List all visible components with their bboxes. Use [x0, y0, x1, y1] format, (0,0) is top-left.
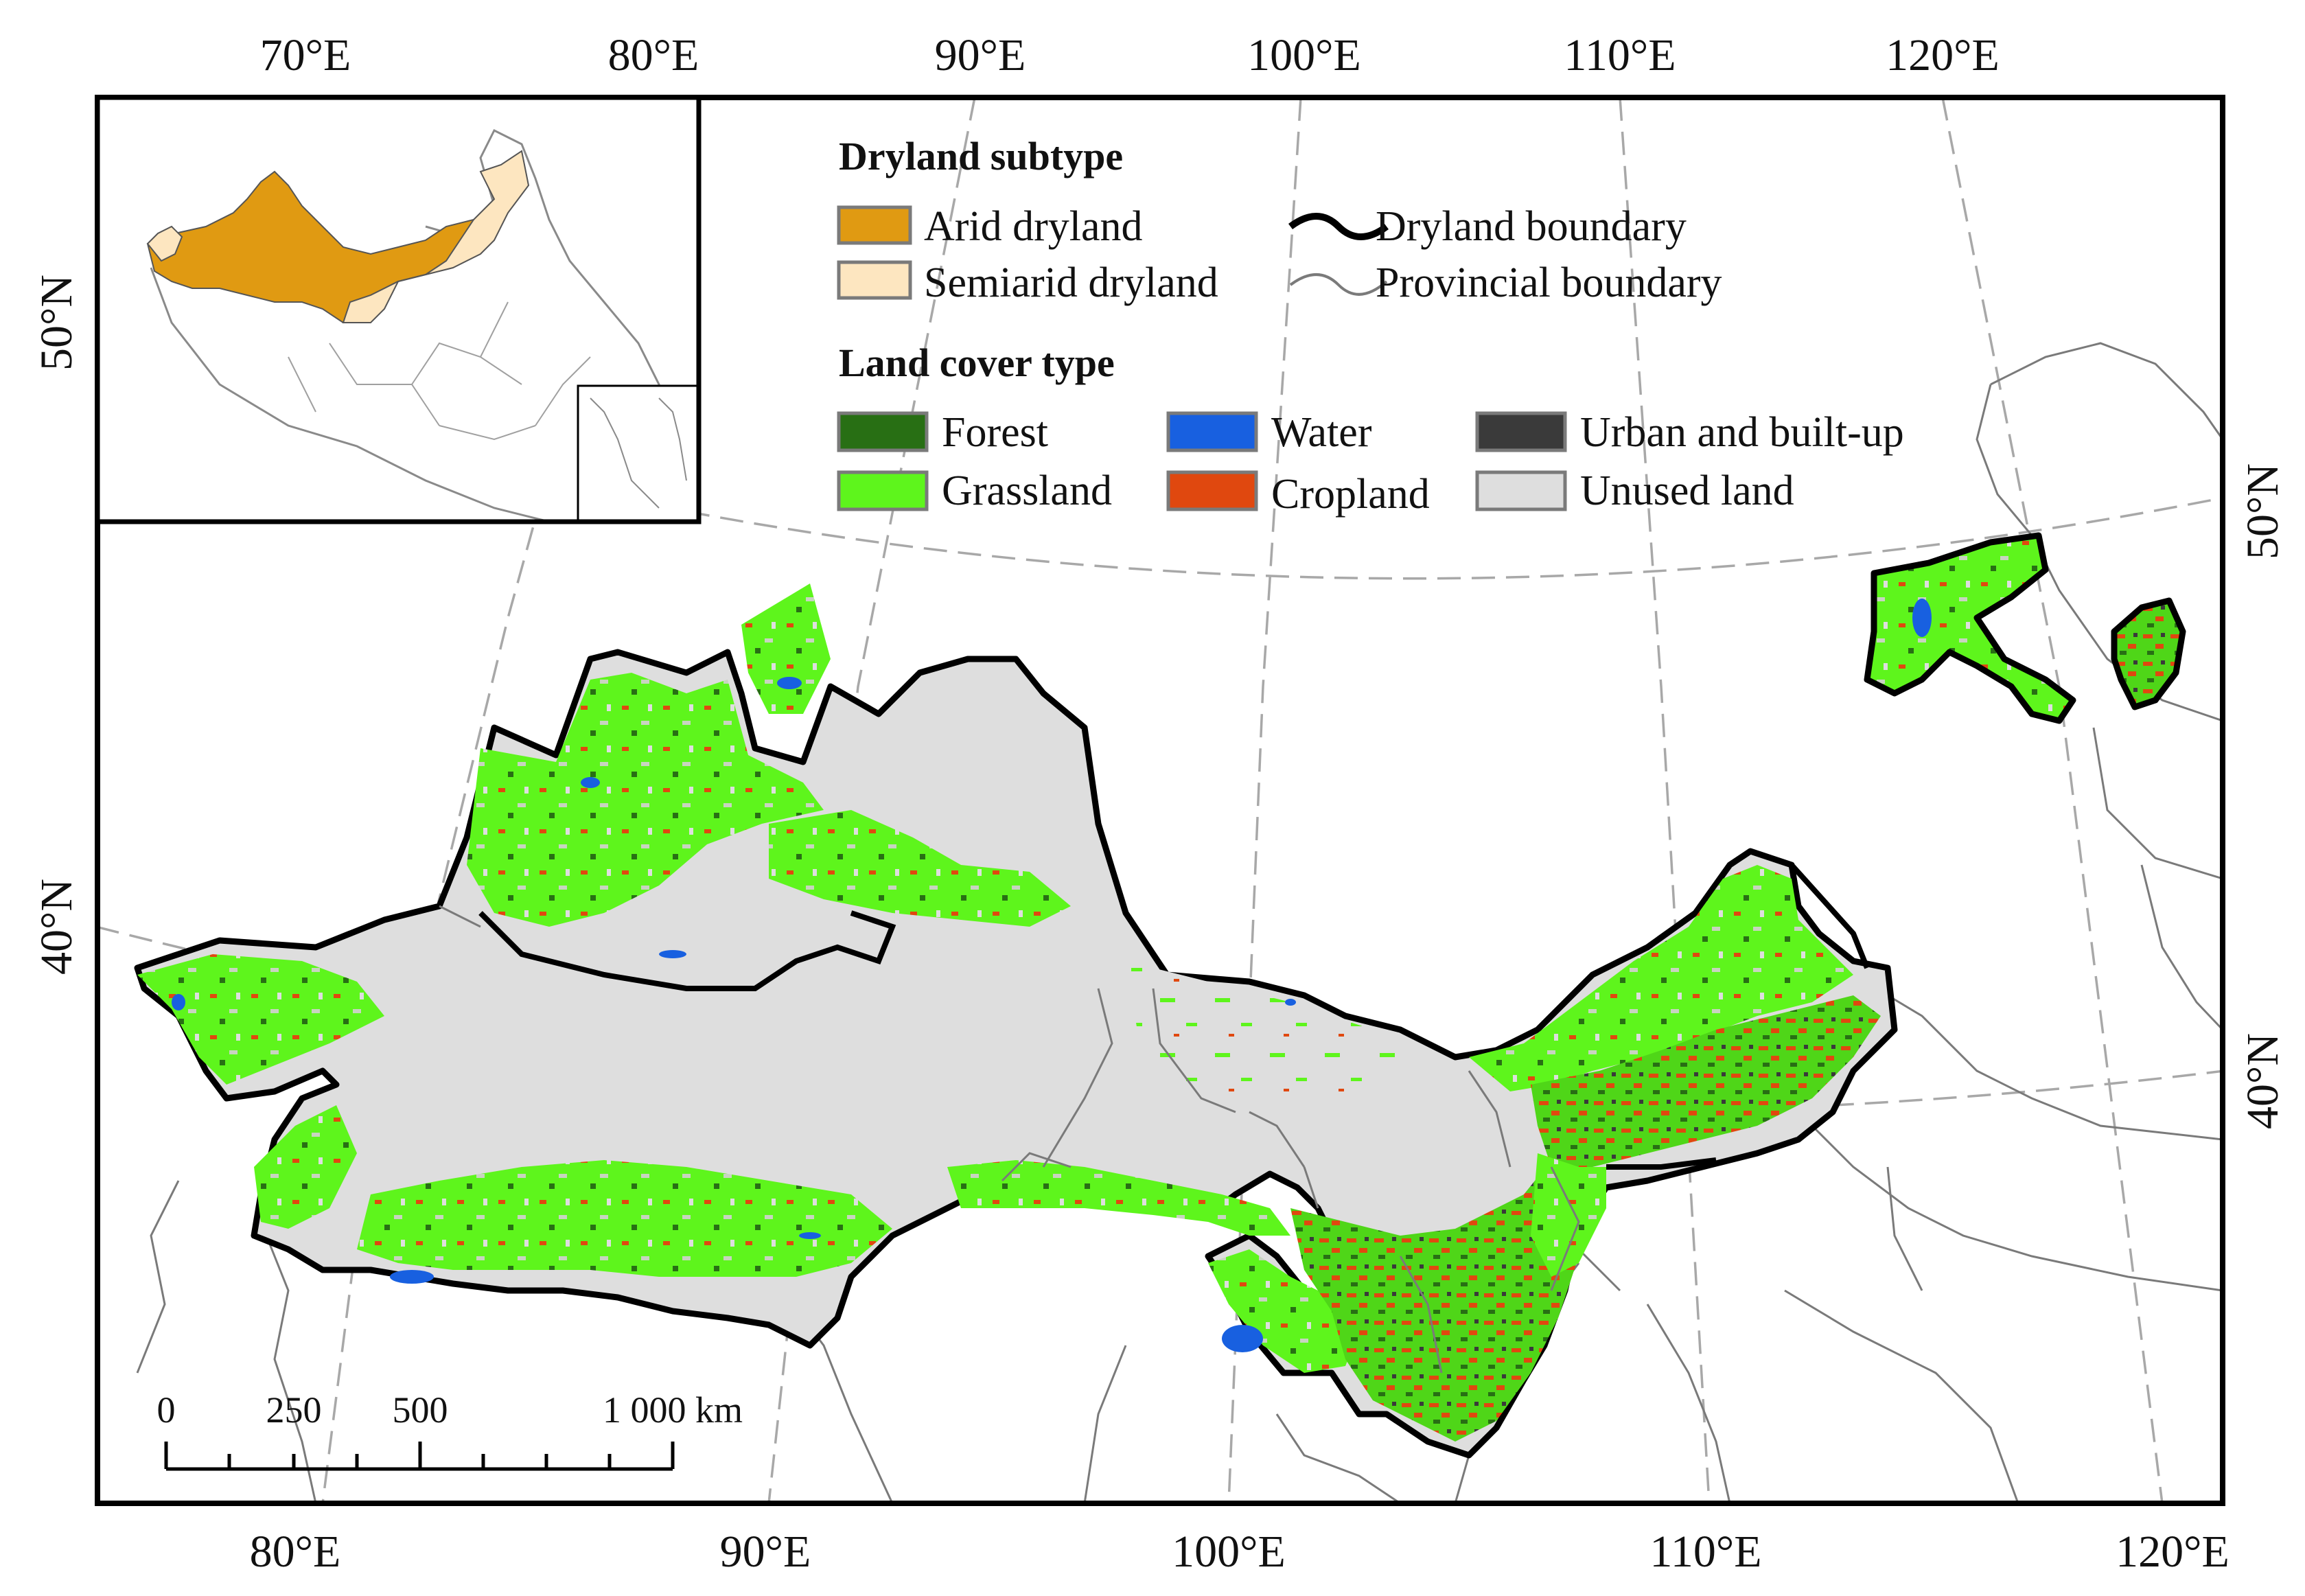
legend-arid-swatch: [837, 205, 912, 245]
dryland-east-lobe: [2111, 597, 2186, 710]
legend-arid-label: Arid dryland: [924, 203, 1143, 250]
left-tick-40n: 40°N: [32, 879, 82, 975]
legend-unused-label: Unused land: [1580, 467, 1794, 514]
dryland-internal-boundaries: [478, 863, 1870, 1170]
grassland-qilian: [947, 1160, 1290, 1236]
grassland-north-xinjiang: [467, 673, 824, 927]
bottom-tick-90: 90°E: [720, 1527, 811, 1577]
legend-landcover-title: Land cover type: [839, 340, 1115, 385]
legend-urban-label: Urban and built-up: [1580, 409, 1904, 456]
legend-dryland-boundary-label: Dryland boundary: [1376, 203, 1687, 250]
top-tick-labels: 70°E 80°E 90°E 100°E 110°E 120°E: [260, 30, 2000, 80]
legend-provincial-boundary-line: [1289, 273, 1388, 296]
map-frame: [95, 95, 2225, 1506]
top-tick-120: 120°E: [1886, 30, 2000, 80]
bottom-tick-110: 110°E: [1649, 1527, 1761, 1577]
bottom-tick-80: 80°E: [250, 1527, 341, 1577]
grassland-kashgar: [137, 954, 384, 1085]
top-tick-100: 100°E: [1247, 30, 1361, 80]
scale-label-250: 250: [266, 1389, 322, 1431]
grassland-ordos: [1531, 1153, 1606, 1277]
legend-cropland-label: Cropland: [1271, 471, 1430, 518]
water-bodies: [172, 677, 1296, 1352]
bottom-tick-labels: 80°E 90°E 100°E 110°E 120°E: [250, 1527, 2229, 1577]
legend-grassland-label: Grassland: [942, 467, 1112, 514]
legend-semiarid-label: Semiarid dryland: [924, 259, 1218, 306]
legend-forest-swatch: [837, 411, 929, 452]
grassland-loess: [1290, 1160, 1606, 1442]
grassland-west-kunlun: [254, 1105, 357, 1229]
grassland-kunlun: [357, 1160, 892, 1277]
left-tick-labels: 50°N 40°N: [32, 275, 82, 975]
scale-label-1000: 1 000 km: [603, 1389, 743, 1431]
surrounding-provinces: [136, 342, 2223, 1503]
right-tick-labels: 50°N 40°N: [2238, 463, 2288, 1129]
inset-map: [95, 95, 702, 524]
lake-hulun: [1912, 599, 1932, 637]
cropland-hetao: [1531, 995, 1881, 1167]
legend-water-label: Water: [1271, 409, 1372, 456]
legend-grassland-swatch: [837, 470, 929, 511]
inset-semiarid-west: [146, 225, 183, 262]
scale-label-500: 500: [393, 1389, 448, 1431]
top-tick-110: 110°E: [1564, 30, 1676, 80]
scale-bar: 0 250 500 1 000 km: [157, 1389, 743, 1471]
legend-urban-swatch: [1475, 411, 1567, 452]
bottom-tick-100: 100°E: [1172, 1527, 1286, 1577]
top-tick-90: 90°E: [935, 30, 1026, 80]
grassland-qinghai: [1208, 1249, 1359, 1373]
grassland-altai: [741, 583, 831, 714]
legend-dryland-boundary-line: [1288, 213, 1389, 240]
dryland-northeast-lobe: [1864, 532, 2076, 724]
top-tick-70: 70°E: [260, 30, 351, 80]
scale-label-0: 0: [157, 1389, 176, 1431]
legend-unused-swatch: [1475, 470, 1567, 511]
right-tick-50n: 50°N: [2238, 463, 2288, 559]
inset-south-sea-box: [577, 384, 699, 522]
greyland-alxa-strip: [1126, 961, 1428, 1098]
legend-forest-label: Forest: [942, 409, 1048, 456]
scale-bar-line: [164, 1442, 675, 1471]
legend-water-swatch: [1166, 411, 1258, 452]
right-tick-40n: 40°N: [2238, 1033, 2288, 1129]
inset-china-outline: [150, 128, 674, 522]
grassland-tianshan-east: [769, 810, 1071, 927]
inset-interior-lines: [288, 301, 591, 441]
bottom-tick-120: 120°E: [2116, 1527, 2229, 1577]
left-tick-50n: 50°N: [32, 275, 82, 371]
legend-semiarid-swatch: [837, 260, 912, 300]
legend-cropland-swatch: [1166, 470, 1258, 511]
grassland-inner-mongolia: [1469, 865, 1853, 1091]
legend-provincial-boundary-label: Provincial boundary: [1376, 259, 1722, 306]
legend-dryland-title: Dryland subtype: [839, 134, 1123, 178]
dryland-region: [134, 583, 1898, 1459]
legend: Dryland subtype Arid dryland Semiarid dr…: [837, 134, 1904, 518]
top-tick-80: 80°E: [608, 30, 699, 80]
inset-semiarid-area: [342, 150, 530, 323]
inner-provincial-boundaries: [439, 905, 1580, 1374]
inset-south-sea-lines: [590, 397, 687, 509]
